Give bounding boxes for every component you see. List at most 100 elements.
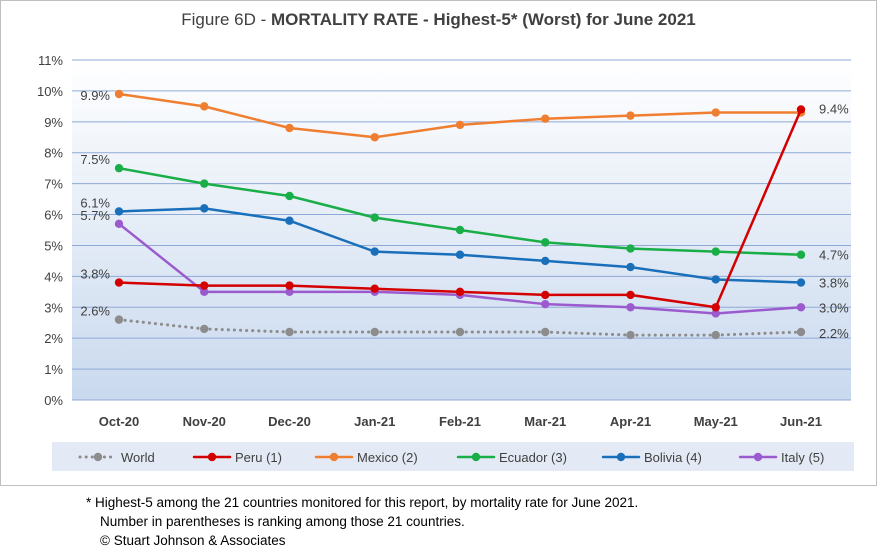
data-point xyxy=(114,89,124,99)
y-tick-label: 3% xyxy=(44,300,63,315)
footnote-line-2: Number in parentheses is ranking among t… xyxy=(100,514,465,529)
data-point xyxy=(711,108,720,117)
x-tick-label: Jan-21 xyxy=(354,414,395,429)
data-point xyxy=(626,262,635,272)
data-point xyxy=(114,278,124,287)
data-label-start: 5.7% xyxy=(80,208,110,223)
legend-item-world: World xyxy=(78,450,155,465)
data-point xyxy=(541,114,550,123)
data-point xyxy=(455,287,465,297)
legend-item-mexico: Mexico (2) xyxy=(314,450,418,465)
data-point xyxy=(541,256,550,266)
y-tick-label: 10% xyxy=(37,84,63,99)
data-point xyxy=(200,102,209,111)
data-point xyxy=(114,207,124,216)
data-point xyxy=(626,290,635,300)
legend-label: Ecuador (3) xyxy=(499,450,567,465)
legend-swatch-marker xyxy=(616,452,626,462)
data-point xyxy=(711,303,720,312)
y-tick-label: 7% xyxy=(44,177,63,192)
data-point xyxy=(200,281,209,290)
data-point xyxy=(200,179,209,188)
data-point xyxy=(626,244,635,253)
data-point xyxy=(114,219,124,229)
series-bolivia xyxy=(114,204,806,287)
data-label-end: 3.8% xyxy=(819,276,849,291)
data-label-end: 4.7% xyxy=(819,248,849,263)
data-point xyxy=(626,330,635,340)
x-tick-label: Apr-21 xyxy=(610,414,651,429)
x-tick-label: Nov-20 xyxy=(183,414,226,429)
y-tick-label: 1% xyxy=(44,362,63,377)
footnote-line-3: © Stuart Johnson & Associates xyxy=(100,533,286,548)
data-point xyxy=(796,303,806,312)
data-point xyxy=(711,247,720,256)
data-label-end: 9.4% xyxy=(819,101,849,116)
x-tick-label: Jun-21 xyxy=(780,414,822,429)
data-point xyxy=(200,287,209,297)
data-label-start: 3.8% xyxy=(80,267,110,282)
chart-title: Figure 6D - MORTALITY RATE - Highest-5* … xyxy=(0,10,877,30)
legend-swatch-marker xyxy=(753,452,763,462)
y-tick-label: 8% xyxy=(44,146,63,161)
legend-label: Mexico (2) xyxy=(357,450,418,465)
data-point xyxy=(541,290,550,300)
data-point xyxy=(541,327,550,337)
data-point xyxy=(285,216,294,225)
y-tick-label: 5% xyxy=(44,238,63,253)
legend-item-ecuador: Ecuador (3) xyxy=(456,450,567,465)
legend-swatch-marker xyxy=(207,452,217,462)
x-tick-label: Dec-20 xyxy=(268,414,311,429)
data-point xyxy=(455,327,465,337)
data-point xyxy=(796,327,806,337)
data-point xyxy=(370,213,379,222)
data-point xyxy=(541,299,550,309)
x-tick-label: May-21 xyxy=(694,414,738,429)
legend-item-bolivia: Bolivia (4) xyxy=(601,450,702,465)
legend xyxy=(52,442,854,471)
legend-swatch-marker xyxy=(93,452,103,462)
footnote: * Highest-5 among the 21 countries monit… xyxy=(86,493,638,550)
legend-label: Italy (5) xyxy=(781,450,824,465)
data-point xyxy=(796,278,806,287)
data-point xyxy=(285,287,294,297)
data-point xyxy=(455,250,465,259)
y-tick-label: 4% xyxy=(44,269,63,284)
mortality-rate-line-chart: 0% 1% 2% 3% 4% 5% 6% 7% 8% 9% 10% 11% Oct-20 Nov-20 D… xyxy=(37,53,854,471)
data-label-start: 2.6% xyxy=(80,304,110,319)
data-point xyxy=(626,111,635,120)
chart-title-prefix: Figure 6D - xyxy=(181,10,271,29)
data-point xyxy=(200,324,209,334)
x-tick-label: Feb-21 xyxy=(439,414,481,429)
data-point xyxy=(626,303,635,312)
data-point xyxy=(711,309,720,318)
data-point xyxy=(541,238,550,247)
data-point xyxy=(200,204,209,213)
data-point xyxy=(711,275,720,284)
data-point xyxy=(285,191,294,201)
legend-item-italy: Italy (5) xyxy=(738,450,824,465)
data-point xyxy=(370,284,379,293)
data-point xyxy=(114,163,124,173)
x-tick-label: Oct-20 xyxy=(99,414,139,429)
data-label-end: 2.2% xyxy=(819,326,849,341)
y-tick-label: 11% xyxy=(38,53,63,68)
footnote-line-1: * Highest-5 among the 21 countries monit… xyxy=(86,495,639,510)
legend-label: World xyxy=(121,450,155,465)
legend-label: Peru (1) xyxy=(235,450,282,465)
data-point xyxy=(285,281,294,290)
data-point xyxy=(711,330,720,340)
y-tick-label: 0% xyxy=(44,393,63,408)
legend-item-peru: Peru (1) xyxy=(192,450,282,465)
chart-title-main: MORTALITY RATE - Highest-5* (Worst) for … xyxy=(271,10,696,29)
series-peru xyxy=(114,105,806,312)
data-point xyxy=(796,105,806,114)
data-point xyxy=(370,327,379,337)
data-point xyxy=(285,123,294,133)
y-tick-label: 2% xyxy=(44,331,63,346)
data-point xyxy=(455,120,465,130)
data-point xyxy=(114,315,124,324)
y-tick-label: 9% xyxy=(44,115,63,130)
legend-label: Bolivia (4) xyxy=(644,450,702,465)
data-point xyxy=(370,133,379,142)
